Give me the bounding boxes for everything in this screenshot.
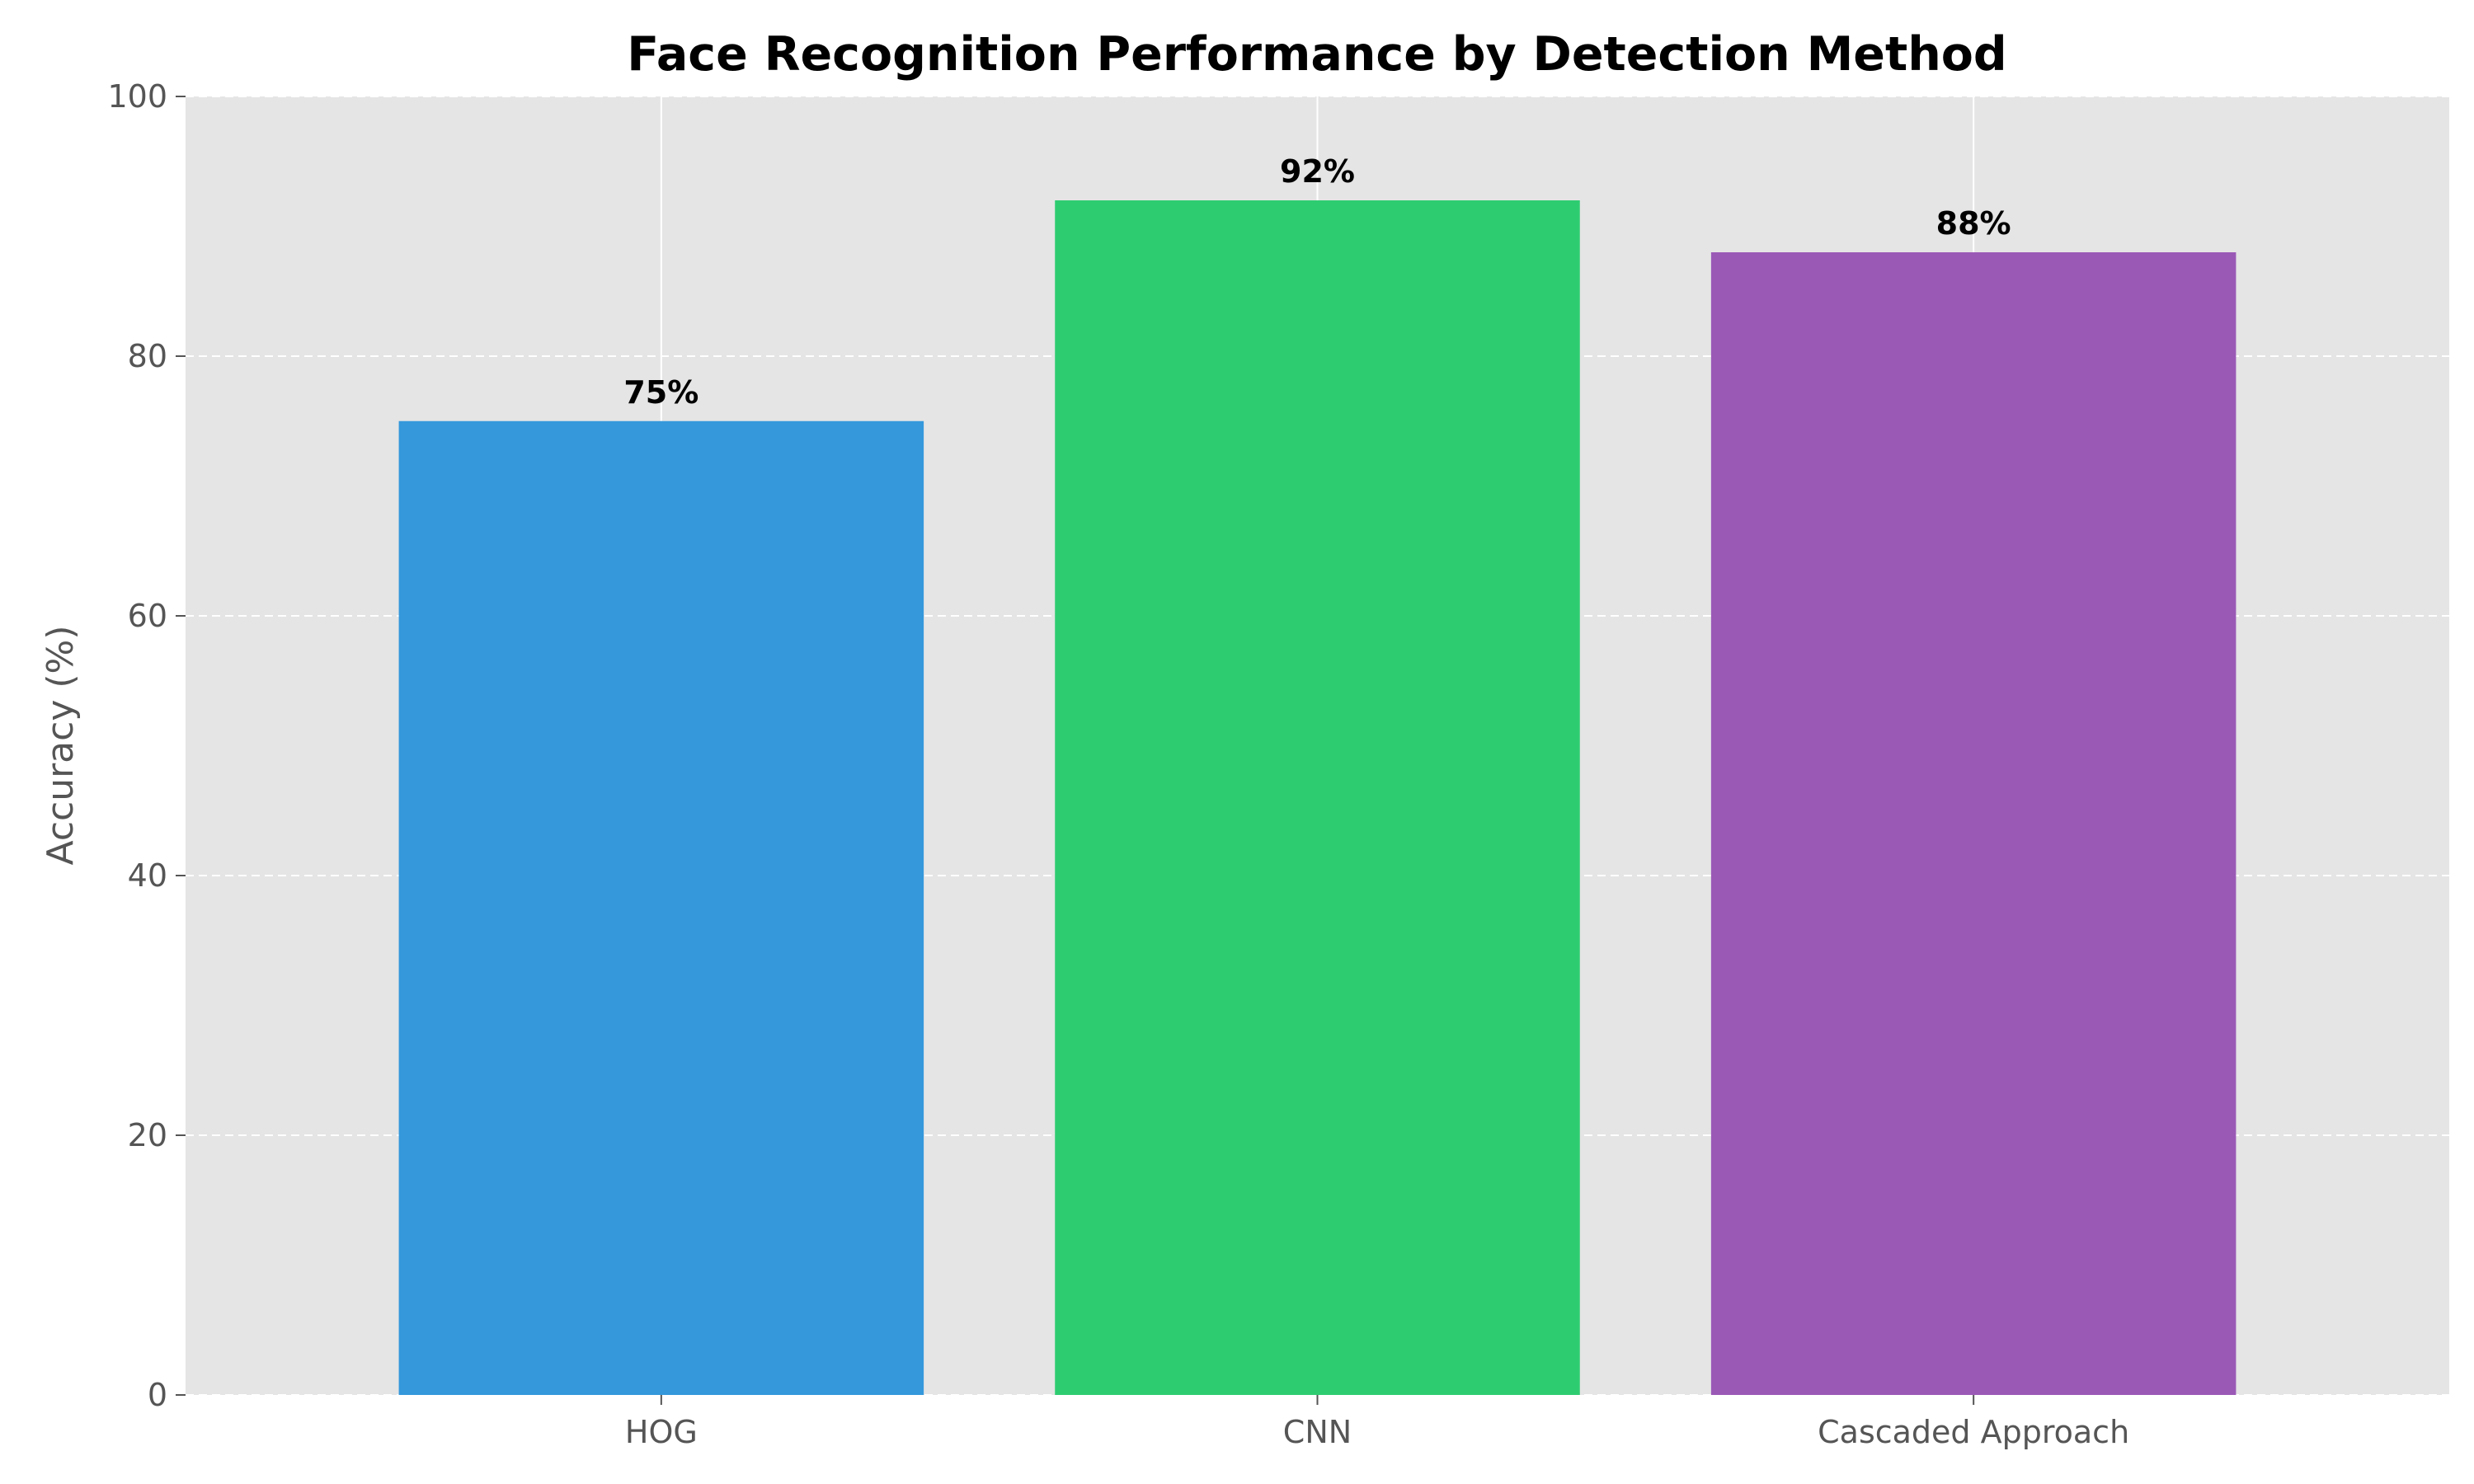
x-tick-label: CNN <box>1283 1414 1352 1450</box>
bar-hog <box>398 420 924 1395</box>
data-label: 88% <box>1936 205 2011 242</box>
y-axis-label: Accuracy (%) <box>40 625 82 865</box>
y-tick-label: 60 <box>128 598 167 634</box>
y-tick-label: 100 <box>107 78 167 115</box>
y-tick-label: 0 <box>148 1377 167 1413</box>
bar-cnn <box>1055 200 1580 1395</box>
x-tick-label: HOG <box>625 1414 698 1450</box>
bar-cascaded-approach <box>1710 252 2236 1395</box>
chart-title: Face Recognition Performance by Detectio… <box>627 27 2006 82</box>
x-axis: HOG CNN Cascaded Approach <box>625 1395 2129 1450</box>
x-tick-label: Cascaded Approach <box>1818 1414 2129 1450</box>
bars <box>398 200 2236 1395</box>
y-axis: 0 20 40 60 80 100 <box>107 78 186 1413</box>
y-tick-label: 20 <box>128 1117 167 1153</box>
y-tick-label: 80 <box>128 338 167 374</box>
data-label: 75% <box>623 374 698 411</box>
data-label: 92% <box>1280 153 1355 190</box>
y-tick-label: 40 <box>128 857 167 894</box>
data-labels: 75% 92% 88% <box>623 153 2011 411</box>
